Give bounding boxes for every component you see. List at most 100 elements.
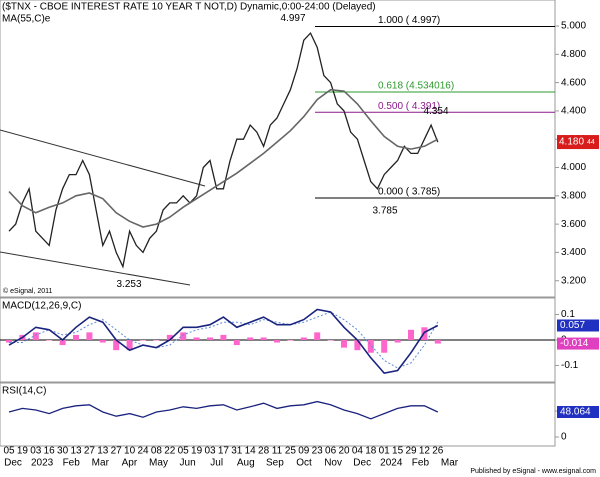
macd-histogram-bar (140, 340, 146, 341)
macd-histogram-bar (300, 337, 307, 340)
macd-histogram-bar (126, 340, 133, 351)
copyright: © eSignal, 2011 (3, 287, 53, 295)
x-day-label: 15 (392, 446, 404, 457)
x-month-label: May (149, 458, 168, 469)
x-day-label: 30 (57, 446, 69, 457)
y-tick-label: 3.600 (561, 219, 586, 230)
macd-histogram-bar (73, 334, 79, 340)
x-day-label: 09 (298, 446, 310, 457)
x-month-label: Nov (324, 458, 342, 469)
series-line (8, 31, 439, 269)
macd-histogram-bar (46, 340, 53, 341)
x-day-label: 16 (44, 446, 56, 457)
x-day-label: 18 (365, 446, 377, 457)
x-day-label: 06 (325, 446, 337, 457)
x-day-label: 13 (97, 446, 109, 457)
series-line (8, 308, 439, 374)
fib-label: 0.000 ( 3.785) (378, 187, 440, 198)
x-day-label: 26 (432, 446, 444, 457)
x-day-label: 01 (379, 446, 391, 457)
x-day-label: 14 (245, 446, 257, 457)
y-tick-label: 5.000 (561, 21, 586, 32)
chart-title: ($TNX - CBOE INTEREST RATE 10 YEAR T NOT… (2, 2, 376, 13)
macd-histogram-bar (381, 340, 388, 353)
fib-label: 0.618 (4.534016) (378, 81, 454, 92)
x-day-label: 27 (111, 446, 123, 457)
last-price-label: 4.180 (559, 137, 584, 148)
macd-histogram-bar (354, 340, 361, 351)
macd-histogram-bar (113, 340, 120, 351)
x-day-label: 20 (338, 446, 350, 457)
x-month-label: Feb (63, 458, 81, 469)
x-day-label: 17 (218, 446, 230, 457)
x-month-label: Apr (122, 458, 138, 469)
y-tick-label: 4.000 (561, 162, 586, 173)
macd-histogram-bar (193, 337, 200, 340)
macd-histogram-bar (32, 332, 39, 340)
macd-histogram-bar (394, 340, 401, 343)
x-day-label: 24 (137, 446, 149, 457)
series-line (8, 400, 439, 420)
x-month-label: 2024 (380, 458, 403, 469)
y-tick-label: 4.600 (561, 77, 586, 88)
x-month-label: Sep (266, 458, 284, 469)
rsi-title: RSI(14,C) (2, 386, 46, 397)
x-day-label: 05 (178, 446, 190, 457)
x-month-label: Oct (296, 458, 312, 469)
macd-histogram-bar (274, 340, 280, 343)
rsi-panel (0, 382, 556, 447)
annotation: 3.785 (372, 206, 397, 217)
last-price-suffix: 44 (587, 139, 595, 146)
last-price-box (557, 135, 599, 150)
x-day-label: 29 (405, 446, 417, 457)
macd-histogram-bar (408, 329, 414, 340)
fib-label: 1.000 ( 4.997) (378, 15, 440, 26)
macd-histogram-bar (327, 340, 334, 341)
x-month-label: Dec (353, 458, 371, 469)
x-day-label: 31 (231, 446, 243, 457)
y-tick-label: 0 (561, 432, 567, 443)
histogram-value-box (557, 337, 599, 350)
x-month-label: Aug (237, 458, 255, 469)
x-day-label: 10 (124, 446, 136, 457)
macd-histogram-bar (260, 337, 267, 340)
x-day-label: 19 (191, 446, 203, 457)
macd-histogram-bar (59, 340, 66, 346)
x-day-label: 22 (164, 446, 176, 457)
macd-histogram-bar (153, 340, 160, 341)
x-day-label: 05 (3, 446, 15, 457)
macd-histogram-bar (220, 334, 227, 340)
x-day-label: 03 (30, 446, 42, 457)
macd-title: MACD(12,26,9,C) (2, 301, 81, 312)
y-tick-label: 4.800 (561, 49, 586, 60)
fib-label: 0.500 ( 4.391) (378, 101, 440, 112)
macd-histogram-bar (367, 340, 374, 353)
x-month-label: Feb (412, 458, 430, 469)
ma-title: MA(55,C)e (2, 14, 51, 25)
channel-lower (0, 251, 191, 286)
annotation: 4.997 (280, 13, 305, 24)
x-month-label: Jun (180, 458, 196, 469)
histogram-value-label: -0.014 (560, 338, 589, 349)
macd-histogram-bar (86, 332, 93, 340)
annotation: 4.354 (423, 106, 448, 117)
rsi-value-box (557, 406, 599, 419)
macd-value-box (557, 319, 599, 332)
x-day-label: 13 (70, 446, 82, 457)
series-line (8, 88, 439, 228)
x-day-label: 27 (84, 446, 96, 457)
macd-histogram-bar (180, 332, 187, 340)
x-day-label: 04 (352, 446, 364, 457)
x-day-label: 08 (151, 446, 163, 457)
x-month-label: Jul (210, 458, 223, 469)
y-tick-label: 3.400 (561, 247, 586, 258)
x-day-label: 19 (17, 446, 29, 457)
x-day-label: 12 (419, 446, 431, 457)
x-day-label: 03 (204, 446, 216, 457)
x-month-label: Dec (4, 458, 22, 469)
macd-value-label: 0.057 (560, 320, 585, 331)
y-tick-label: 3.800 (561, 190, 586, 201)
macd-histogram-bar (341, 340, 347, 348)
y-tick-label: 3.200 (561, 275, 586, 286)
